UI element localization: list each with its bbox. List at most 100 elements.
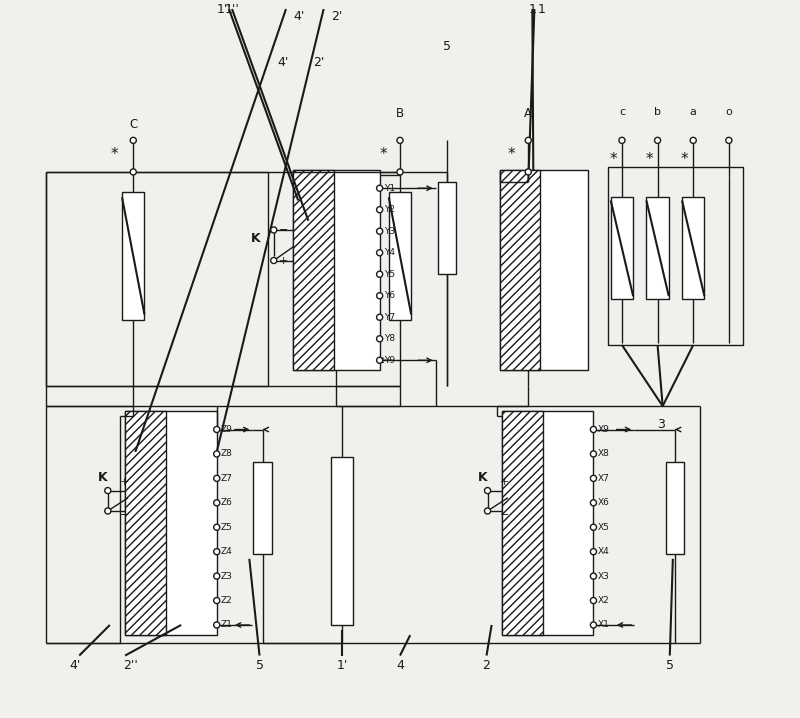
Text: 5: 5	[255, 659, 263, 672]
Text: Y3: Y3	[384, 227, 395, 236]
Circle shape	[590, 500, 597, 506]
Text: 2': 2'	[330, 9, 342, 23]
Text: Z9: Z9	[221, 425, 233, 434]
Text: K: K	[478, 471, 487, 484]
Text: B: B	[396, 108, 404, 121]
Text: A: A	[524, 108, 532, 121]
Text: Z3: Z3	[221, 572, 233, 581]
Circle shape	[130, 169, 136, 175]
Text: 4': 4'	[293, 9, 305, 23]
Circle shape	[214, 597, 220, 604]
Bar	[125, 411, 166, 635]
Circle shape	[105, 488, 111, 494]
Text: X9: X9	[598, 425, 610, 434]
Circle shape	[377, 271, 382, 277]
Text: a: a	[690, 107, 697, 117]
Text: Y4: Y4	[384, 248, 394, 257]
Bar	[122, 192, 145, 320]
Text: 4': 4'	[69, 659, 81, 672]
Text: +: +	[120, 477, 130, 488]
Text: b: b	[654, 107, 661, 117]
Circle shape	[526, 137, 531, 144]
Text: X4: X4	[598, 547, 610, 556]
Text: 1': 1'	[336, 659, 348, 672]
Circle shape	[214, 426, 220, 432]
Circle shape	[377, 358, 382, 363]
Text: Z2: Z2	[221, 596, 233, 605]
Text: 1'': 1''	[217, 3, 231, 16]
Text: Y1: Y1	[384, 184, 395, 192]
Circle shape	[214, 475, 220, 482]
Text: 1: 1	[538, 3, 546, 16]
Text: X2: X2	[598, 596, 610, 605]
Circle shape	[377, 314, 382, 320]
Text: Y8: Y8	[384, 335, 395, 343]
Bar	[254, 462, 272, 554]
Circle shape	[214, 524, 220, 531]
Circle shape	[377, 293, 382, 299]
Text: 2: 2	[482, 659, 490, 672]
Circle shape	[105, 508, 111, 514]
Text: X8: X8	[598, 449, 610, 458]
Bar	[646, 197, 669, 299]
Text: K: K	[98, 471, 107, 484]
Bar	[293, 170, 380, 370]
Text: −: −	[500, 510, 509, 520]
Text: 4': 4'	[278, 57, 289, 70]
Circle shape	[130, 137, 136, 144]
Circle shape	[377, 250, 382, 256]
Bar	[500, 170, 541, 370]
Text: Z8: Z8	[221, 449, 233, 458]
Bar	[608, 167, 743, 345]
Circle shape	[397, 137, 403, 144]
Text: 5: 5	[443, 40, 451, 53]
Text: −: −	[120, 510, 130, 520]
Text: 5: 5	[666, 659, 674, 672]
Text: Y5: Y5	[384, 270, 395, 279]
Text: *: *	[508, 147, 515, 162]
Circle shape	[590, 597, 597, 604]
Circle shape	[214, 622, 220, 628]
Text: C: C	[129, 118, 138, 131]
Circle shape	[526, 169, 531, 175]
Circle shape	[654, 137, 661, 144]
Bar	[502, 411, 594, 635]
Text: Y7: Y7	[384, 313, 395, 322]
Bar	[502, 411, 542, 635]
Text: Y2: Y2	[384, 205, 394, 214]
Text: K: K	[251, 232, 261, 245]
Text: Z4: Z4	[221, 547, 233, 556]
Text: X1: X1	[598, 620, 610, 630]
Bar	[330, 457, 353, 625]
Text: 1'': 1''	[225, 3, 240, 16]
Circle shape	[485, 508, 490, 514]
Text: +: +	[279, 256, 288, 266]
Bar	[666, 462, 684, 554]
Circle shape	[619, 137, 625, 144]
Text: c: c	[619, 107, 625, 117]
Text: 3: 3	[657, 418, 665, 431]
Circle shape	[590, 451, 597, 457]
Text: 4: 4	[396, 659, 404, 672]
Circle shape	[397, 169, 403, 175]
Circle shape	[214, 573, 220, 579]
Text: *: *	[111, 147, 118, 162]
Text: X6: X6	[598, 498, 610, 508]
Text: 2'': 2''	[123, 659, 138, 672]
Text: *: *	[380, 147, 387, 162]
Bar	[500, 170, 588, 370]
Circle shape	[690, 137, 696, 144]
Bar	[517, 192, 539, 320]
Text: X5: X5	[598, 523, 610, 532]
Text: Y6: Y6	[384, 292, 395, 300]
Bar	[610, 197, 633, 299]
Text: +: +	[500, 477, 509, 488]
Text: 2': 2'	[313, 57, 324, 70]
Circle shape	[726, 137, 732, 144]
Circle shape	[377, 228, 382, 234]
Text: X7: X7	[598, 474, 610, 483]
Circle shape	[214, 451, 220, 457]
Text: *: *	[646, 152, 653, 167]
Text: o: o	[726, 107, 732, 117]
Text: Z7: Z7	[221, 474, 233, 483]
